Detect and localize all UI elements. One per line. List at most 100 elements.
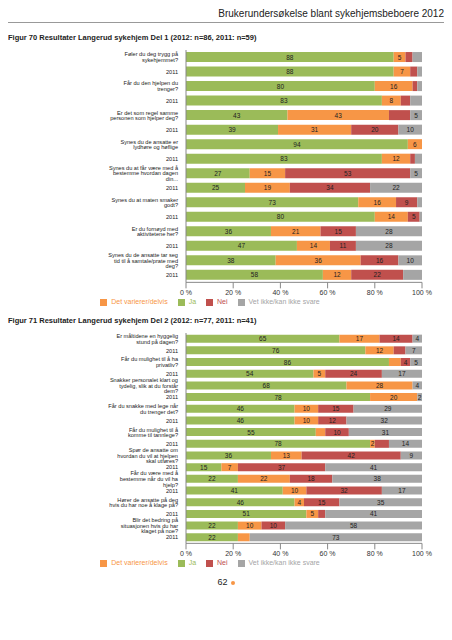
svg-text:2011: 2011	[166, 69, 178, 75]
svg-text:10: 10	[303, 417, 311, 424]
svg-text:17: 17	[398, 370, 406, 377]
svg-text:15: 15	[335, 228, 343, 235]
svg-text:5: 5	[414, 170, 418, 177]
svg-text:Føler du deg trygg påsykehjemm: Føler du deg trygg påsykehjemmet?	[125, 51, 179, 63]
svg-text:94: 94	[293, 141, 301, 148]
svg-text:13: 13	[283, 452, 291, 459]
svg-text:Er du fornøyd medaktivitetene: Er du fornøyd medaktivitetene her?	[132, 226, 178, 238]
svg-text:20: 20	[371, 126, 379, 133]
svg-text:16: 16	[390, 83, 398, 90]
svg-text:Får du den hjelpen dutrenger?: Får du den hjelpen dutrenger?	[124, 80, 178, 92]
svg-text:37: 37	[278, 464, 286, 471]
svg-text:38: 38	[374, 475, 382, 482]
svg-text:54: 54	[246, 370, 254, 377]
svg-text:35: 35	[377, 499, 385, 506]
svg-text:5: 5	[414, 359, 418, 366]
svg-text:53: 53	[344, 170, 352, 177]
svg-text:58: 58	[350, 522, 358, 529]
svg-text:12: 12	[376, 347, 384, 354]
svg-text:16: 16	[374, 199, 382, 206]
svg-text:Får du mulighet til å haprivat: Får du mulighet til å haprivatliv?	[121, 356, 179, 368]
svg-text:Blir det bedring påsituasjonen: Blir det bedring påsituasjonen hvis du h…	[121, 517, 179, 534]
svg-text:51: 51	[243, 510, 251, 517]
svg-text:Synes du at maten smakergodt?: Synes du at maten smakergodt?	[111, 197, 178, 209]
svg-text:29: 29	[384, 405, 392, 412]
svg-text:40 %: 40 %	[272, 289, 288, 296]
svg-text:78: 78	[274, 394, 282, 401]
svg-text:78: 78	[274, 440, 282, 447]
svg-text:40 %: 40 %	[272, 550, 288, 557]
svg-text:Synes du de ansatte tar segtid: Synes du de ansatte tar segtid til å sam…	[108, 252, 178, 269]
svg-text:2011: 2011	[166, 185, 178, 191]
svg-text:17: 17	[398, 487, 406, 494]
svg-text:34: 34	[326, 184, 334, 191]
svg-text:19: 19	[264, 184, 272, 191]
svg-text:12: 12	[329, 417, 337, 424]
svg-text:Spør de ansatte omhvordan du v: Spør de ansatte omhvordan du vil at hjel…	[117, 447, 178, 464]
svg-text:86: 86	[284, 359, 292, 366]
svg-text:31: 31	[382, 429, 390, 436]
svg-text:2011: 2011	[166, 243, 178, 249]
svg-text:5: 5	[414, 112, 418, 119]
svg-text:5: 5	[398, 54, 402, 61]
svg-text:0 %: 0 %	[180, 289, 192, 296]
svg-text:22: 22	[208, 522, 216, 529]
svg-text:60 %: 60 %	[320, 289, 336, 296]
svg-text:2011: 2011	[166, 156, 178, 162]
svg-text:22: 22	[208, 534, 216, 541]
svg-text:47: 47	[238, 242, 246, 249]
svg-text:15: 15	[318, 499, 326, 506]
svg-text:2011: 2011	[166, 98, 178, 104]
svg-text:24: 24	[350, 370, 358, 377]
svg-text:2: 2	[418, 394, 422, 401]
svg-text:2011: 2011	[166, 394, 178, 400]
svg-text:14: 14	[392, 335, 400, 342]
svg-text:14: 14	[310, 242, 318, 249]
svg-text:25: 25	[212, 184, 220, 191]
svg-text:4: 4	[297, 499, 301, 506]
svg-text:10: 10	[407, 126, 415, 133]
svg-text:10: 10	[246, 522, 254, 529]
svg-text:27: 27	[214, 170, 222, 177]
svg-text:80 %: 80 %	[367, 550, 383, 557]
svg-text:9: 9	[410, 452, 414, 459]
svg-text:15: 15	[200, 464, 208, 471]
svg-text:5: 5	[310, 510, 314, 517]
svg-text:4: 4	[404, 359, 408, 366]
svg-text:2: 2	[371, 440, 375, 447]
svg-text:60 %: 60 %	[320, 550, 336, 557]
svg-text:43: 43	[335, 112, 343, 119]
svg-text:4: 4	[415, 382, 419, 389]
svg-text:46: 46	[237, 417, 245, 424]
svg-text:39: 39	[228, 126, 236, 133]
svg-text:22: 22	[392, 184, 400, 191]
svg-text:43: 43	[233, 112, 241, 119]
svg-text:42: 42	[348, 452, 356, 459]
svg-text:32: 32	[341, 487, 349, 494]
svg-text:7: 7	[228, 464, 232, 471]
svg-text:2011: 2011	[166, 127, 178, 133]
svg-text:58: 58	[251, 271, 259, 278]
svg-text:18: 18	[307, 475, 315, 482]
svg-text:31: 31	[311, 126, 319, 133]
svg-text:17: 17	[356, 335, 364, 342]
svg-text:28: 28	[385, 228, 393, 235]
svg-text:Synes du de ansatte erlydhøre: Synes du de ansatte erlydhøre og høflige	[120, 139, 178, 151]
svg-text:Er det som regel sammepersonen: Er det som regel sammepersonen som hjelp…	[110, 110, 178, 122]
svg-text:14: 14	[388, 213, 396, 220]
svg-text:28: 28	[376, 382, 384, 389]
svg-text:41: 41	[370, 510, 378, 517]
svg-text:10: 10	[270, 522, 278, 529]
svg-text:21: 21	[292, 228, 300, 235]
svg-text:12: 12	[392, 155, 400, 162]
svg-text:83: 83	[280, 97, 288, 104]
svg-text:38: 38	[227, 257, 235, 264]
svg-text:15: 15	[332, 405, 340, 412]
svg-text:8: 8	[390, 97, 394, 104]
svg-text:83: 83	[280, 155, 288, 162]
svg-text:5: 5	[318, 370, 322, 377]
svg-text:2011: 2011	[166, 214, 178, 220]
svg-text:22: 22	[260, 475, 268, 482]
svg-text:28: 28	[385, 242, 393, 249]
svg-text:10: 10	[291, 487, 299, 494]
